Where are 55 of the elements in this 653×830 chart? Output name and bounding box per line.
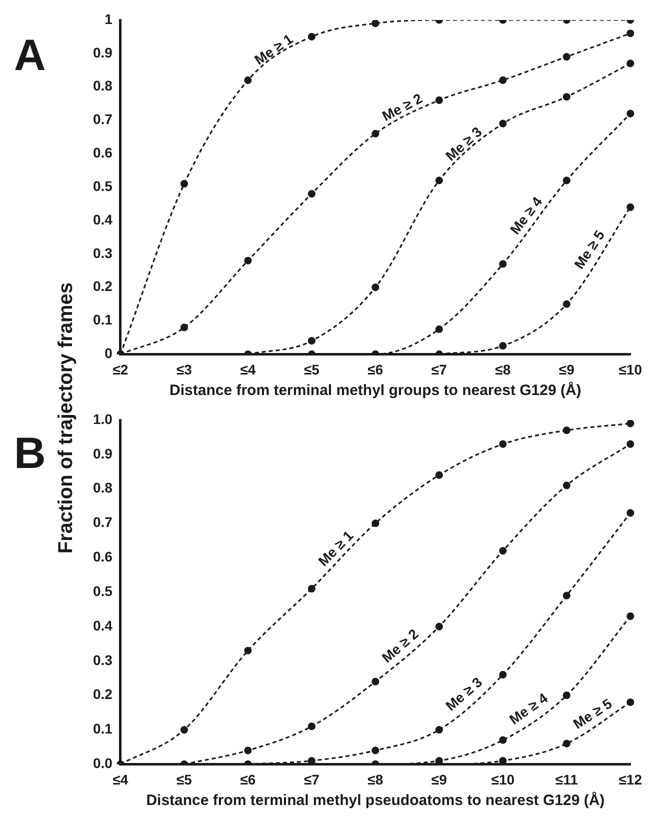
y-tick-label: 0.8 — [92, 480, 113, 496]
x-tick-label: ≤7 — [304, 771, 320, 788]
text: A — [14, 31, 46, 80]
y-tick-label: 0.3 — [92, 652, 113, 668]
y-tick-label: 0 — [104, 345, 113, 362]
y-tick-label: 1.0 — [92, 410, 113, 427]
x-tick-label: ≤10 — [618, 361, 642, 378]
y-tick-label: 1 — [104, 10, 113, 27]
text: Me ≥ 4 — [506, 690, 551, 728]
x-tick-label: ≤4 — [112, 771, 128, 788]
x-tick-label: ≤8 — [368, 771, 384, 788]
x-tick-label: ≤5 — [176, 771, 192, 788]
x-tick-label: ≤10 — [491, 771, 515, 788]
text: B — [14, 429, 46, 478]
text: Me ≥ 4 — [506, 193, 546, 238]
text: Me ≥ 3 — [442, 123, 486, 164]
x-tick-label: ≤4 — [240, 361, 256, 378]
x-tick-label: ≤6 — [368, 361, 384, 378]
y-tick-label: 0.1 — [92, 312, 113, 328]
x-tick-label: ≤7 — [431, 361, 448, 378]
x-tick-label: ≤9 — [558, 361, 575, 378]
y-tick-label: 0.4 — [92, 617, 113, 634]
x-tick-label: ≤8 — [495, 361, 511, 378]
y-tick-label: 0.1 — [92, 720, 113, 737]
x-axis-title: Distance from terminal methyl groups to nearest G129 (Å) — [170, 381, 582, 400]
x-tick-label: ≤5 — [304, 361, 320, 378]
text: Me ≥ 5 — [570, 695, 615, 732]
x-tick-label: ≤2 — [112, 361, 128, 378]
x-tick-label: ≤11 — [555, 771, 578, 788]
text: Me ≥ 1 — [314, 527, 356, 570]
y-tick-label: 0.0 — [92, 755, 113, 772]
y-tick-label: 0.9 — [92, 445, 113, 462]
y-tick-label: 0.3 — [92, 244, 113, 261]
x-tick-label: ≤3 — [176, 361, 192, 378]
y-tick-label: 0.6 — [92, 144, 113, 161]
y-tick-label: 0.5 — [92, 178, 113, 194]
y-tick-label: 0.4 — [92, 211, 113, 228]
x-tick-label: ≤12 — [618, 771, 642, 788]
text: Me ≥ 2 — [379, 90, 425, 124]
y-tick-label: 0.9 — [92, 44, 113, 60]
x-axis-title: Distance from terminal methyl pseudoatoms to nearest G129 (Å) — [146, 791, 605, 810]
y-axis-title: Fraction of trajectory frames — [54, 281, 78, 556]
y-tick-label: 0.7 — [92, 111, 113, 128]
x-tick-label: ≤6 — [240, 771, 256, 788]
y-tick-label: 0.6 — [92, 548, 113, 565]
y-tick-label: 0.8 — [92, 78, 113, 94]
text: Me ≥ 3 — [442, 674, 486, 714]
text: Me ≥ 1 — [251, 30, 296, 68]
text: Me ≥ 5 — [570, 227, 608, 272]
text: Me ≥ 2 — [378, 625, 422, 666]
y-tick-label: 0.5 — [92, 582, 113, 599]
x-tick-label: ≤9 — [431, 771, 448, 788]
y-tick-label: 0.7 — [92, 514, 113, 530]
y-tick-label: 0.2 — [92, 278, 113, 294]
y-tick-label: 0.2 — [92, 686, 113, 702]
